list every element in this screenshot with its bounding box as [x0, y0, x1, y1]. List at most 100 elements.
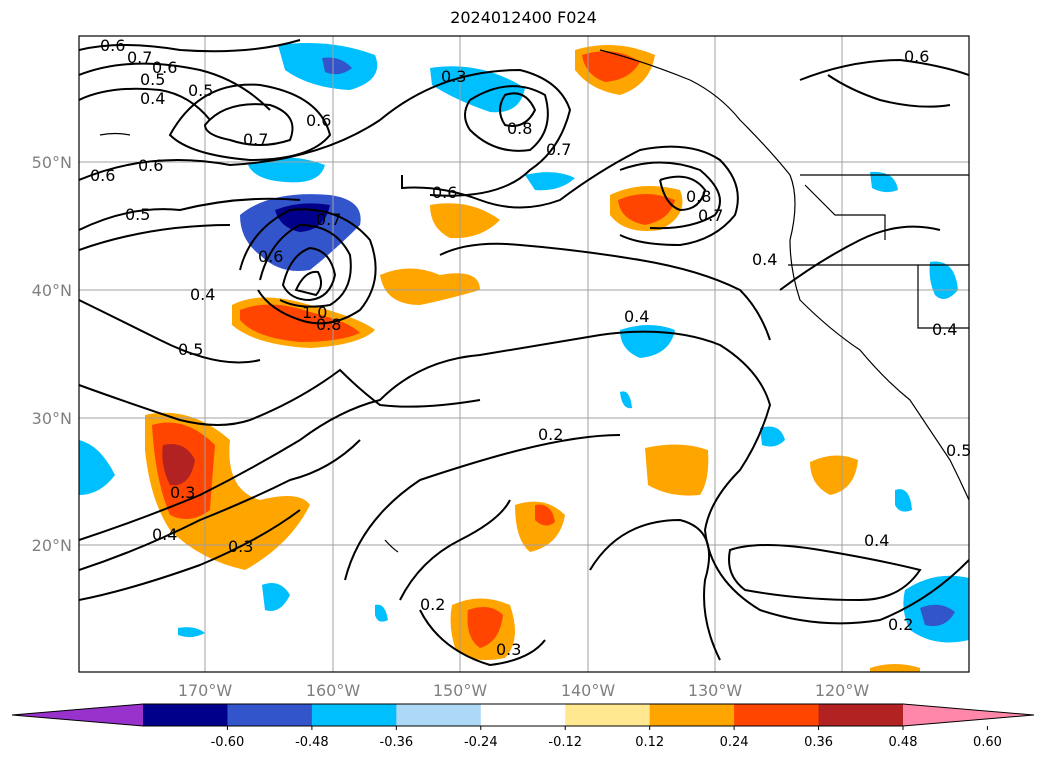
- lon-label: 140°W: [561, 681, 616, 700]
- contour-label: 0.6: [152, 58, 177, 77]
- map-frame: [78, 35, 970, 673]
- contour-label: 0.6: [90, 166, 115, 185]
- contour-label: 0.5: [946, 441, 971, 460]
- contour-label: 0.7: [127, 48, 152, 67]
- colorbar-segment: [649, 704, 735, 726]
- contour-label: 0.5: [188, 81, 213, 100]
- contour-label: 0.2: [538, 425, 563, 444]
- shade-blue: [79, 440, 115, 495]
- shade-blue: [248, 157, 325, 183]
- shade-red: [618, 194, 675, 225]
- contour-lines: [79, 39, 969, 667]
- shade-red: [240, 304, 360, 342]
- shade-red: [535, 504, 555, 526]
- shade-orange: [380, 268, 480, 305]
- contour-label: 0.6: [904, 47, 929, 66]
- contour-label: 0.3: [170, 483, 195, 502]
- lat-label: 30°N: [32, 409, 72, 428]
- colorbar-tick-label: -0.48: [295, 735, 329, 750]
- contour-label: 0.3: [496, 640, 521, 659]
- colorbar-tick-label: -0.60: [211, 735, 245, 750]
- contour-label: 0.4: [152, 525, 177, 544]
- shade-orange: [870, 664, 920, 672]
- contour-label: 0.6: [432, 183, 457, 202]
- contour-label: 0.4: [864, 531, 889, 550]
- latitude-labels: 50°N 40°N 30°N 20°N: [32, 153, 72, 555]
- shade-blue: [375, 604, 388, 622]
- colorbar-segment: [143, 704, 228, 726]
- colorbar-segment: [480, 704, 566, 726]
- contour-label: 0.3: [228, 537, 253, 556]
- shade-red: [582, 51, 640, 82]
- contour-label: 0.6: [306, 111, 331, 130]
- contour-label: 0.6: [138, 156, 163, 175]
- contour-label: 0.6: [258, 247, 283, 266]
- colorbar-extend-high: [903, 704, 1034, 726]
- lat-label: 20°N: [32, 536, 72, 555]
- lon-label: 160°W: [306, 681, 361, 700]
- shade-blue: [620, 325, 675, 358]
- contour-label: 0.7: [243, 130, 268, 149]
- contour-label: 0.5: [125, 205, 150, 224]
- contour-label: 1.0: [302, 303, 327, 322]
- colorbar-segment: [734, 704, 820, 726]
- colorbar-segment: [818, 704, 904, 726]
- shade-blue: [525, 172, 575, 191]
- longitude-labels: 170°W 160°W 150°W 140°W 130°W 120°W: [178, 681, 870, 700]
- colorbar-tick-label: 0.36: [804, 735, 833, 750]
- shade-orange: [810, 455, 858, 495]
- shade-blue: [929, 261, 958, 299]
- colorbar-tick-label: -0.12: [548, 735, 582, 750]
- shade-blue: [262, 582, 290, 611]
- coastlines: [99, 49, 969, 553]
- gridlines: [79, 36, 969, 672]
- shade-orange: [645, 444, 709, 496]
- map-title: 2024012400 F024: [450, 8, 597, 27]
- colorbar-segment: [311, 704, 397, 726]
- lon-label: 120°W: [815, 681, 870, 700]
- colorbar-segment: [227, 704, 313, 726]
- contour-labels: 0.6 0.7 0.6 0.5 0.4 0.5 0.7 0.6 0.3 0.8 …: [90, 36, 971, 659]
- shade-blue-dark: [322, 57, 352, 75]
- shade-blue-dark: [920, 604, 955, 627]
- colorbar: -0.60 -0.48 -0.36 -0.24 -0.12 0.12 0.24 0.36 0.4…: [11, 703, 1035, 750]
- colorbar-segment: [565, 704, 651, 726]
- shade-blue: [760, 426, 785, 447]
- colorbar-tick-label: -0.36: [380, 735, 414, 750]
- contour-label: 0.5: [140, 70, 165, 89]
- lon-label: 150°W: [433, 681, 488, 700]
- contour-label: 0.4: [140, 89, 165, 108]
- lon-label: 130°W: [688, 681, 743, 700]
- contour-label: 0.7: [316, 210, 341, 229]
- colorbar-tick-label: -0.24: [464, 735, 498, 750]
- lat-label: 40°N: [32, 281, 72, 300]
- shade-blue: [870, 171, 898, 193]
- contour-label: 0.2: [420, 595, 445, 614]
- shade-blue: [620, 391, 632, 409]
- contour-label: 0.6: [100, 36, 125, 55]
- shade-blue: [895, 489, 912, 512]
- contour-label: 0.3: [441, 67, 466, 86]
- contour-label: 0.5: [178, 340, 203, 359]
- contour-label: 0.7: [698, 206, 723, 225]
- lon-label: 170°W: [178, 681, 233, 700]
- contour-label: 0.8: [507, 119, 532, 138]
- contour-label: 0.4: [932, 320, 957, 339]
- shade-red: [467, 606, 503, 648]
- colorbar-tick-label: 0.24: [720, 735, 749, 750]
- contour-label: 0.4: [190, 285, 215, 304]
- colorbar-tick-label: 0.60: [973, 735, 1002, 750]
- shade-orange: [430, 203, 500, 239]
- colorbar-tick-label: 0.48: [889, 735, 918, 750]
- contour-label: 0.2: [888, 615, 913, 634]
- colorbar-outline: [11, 703, 1035, 727]
- contour-label: 0.8: [686, 187, 711, 206]
- contour-label: 0.8: [316, 315, 341, 334]
- colorbar-segment: [396, 704, 482, 726]
- contour-label: 0.4: [752, 250, 777, 269]
- contour-label: 0.7: [546, 140, 571, 159]
- lat-label: 50°N: [32, 153, 72, 172]
- contour-label: 0.4: [624, 307, 649, 326]
- shade-darkred: [162, 444, 195, 486]
